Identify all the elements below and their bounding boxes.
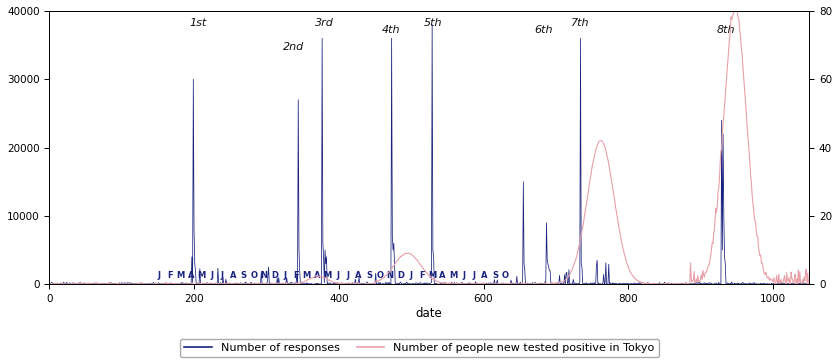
Text: A: A xyxy=(230,271,236,280)
Text: N: N xyxy=(261,271,268,280)
Number of people new tested positive in Tokyo xyxy=(731,4,741,8)
Text: J: J xyxy=(336,271,339,280)
Text: F: F xyxy=(419,271,425,280)
Text: N: N xyxy=(387,271,393,280)
Text: 3rd: 3rd xyxy=(315,18,334,28)
Text: M: M xyxy=(302,271,310,280)
Text: A: A xyxy=(356,271,362,280)
Number of responses xyxy=(560,282,571,286)
Number of responses xyxy=(804,281,814,286)
Text: O: O xyxy=(502,271,509,280)
Legend: Number of responses, Number of people new tested positive in Tokyo: Number of responses, Number of people ne… xyxy=(180,339,659,358)
Text: M: M xyxy=(449,271,457,280)
Text: J: J xyxy=(221,271,224,280)
Text: S: S xyxy=(492,271,498,280)
Number of responses xyxy=(667,281,677,285)
Number of responses xyxy=(427,23,437,27)
Number of responses xyxy=(711,281,722,285)
Text: J: J xyxy=(409,271,413,280)
Number of people new tested positive in Tokyo xyxy=(523,282,533,286)
Text: 5th: 5th xyxy=(424,18,442,28)
Text: 1st: 1st xyxy=(189,18,206,28)
Number of responses xyxy=(524,282,534,286)
Text: 4th: 4th xyxy=(382,25,400,35)
Text: M: M xyxy=(428,271,436,280)
Number of responses xyxy=(44,281,55,285)
Text: J: J xyxy=(472,271,476,280)
Line: Number of people new tested positive in Tokyo: Number of people new tested positive in … xyxy=(50,6,809,284)
Text: A: A xyxy=(482,271,487,280)
Text: F: F xyxy=(293,271,299,280)
Number of people new tested positive in Tokyo xyxy=(491,282,501,286)
Number of people new tested positive in Tokyo xyxy=(804,282,814,286)
Number of responses xyxy=(499,282,509,286)
Number of people new tested positive in Tokyo xyxy=(181,282,191,286)
Text: O: O xyxy=(376,271,383,280)
Text: 7th: 7th xyxy=(571,18,589,28)
X-axis label: date: date xyxy=(416,307,443,320)
Text: M: M xyxy=(323,271,331,280)
Text: D: D xyxy=(397,271,404,280)
Text: M: M xyxy=(197,271,206,280)
Number of people new tested positive in Tokyo xyxy=(711,206,721,211)
Text: 6th: 6th xyxy=(534,25,553,35)
Text: 2nd: 2nd xyxy=(284,42,305,52)
Text: S: S xyxy=(240,271,247,280)
Number of people new tested positive in Tokyo xyxy=(560,278,570,283)
Line: Number of responses: Number of responses xyxy=(50,25,809,284)
Text: M: M xyxy=(176,271,185,280)
Text: J: J xyxy=(462,271,465,280)
Text: A: A xyxy=(188,271,194,280)
Text: J: J xyxy=(284,271,287,280)
Text: J: J xyxy=(158,271,161,280)
Number of people new tested positive in Tokyo xyxy=(666,282,676,286)
Number of responses xyxy=(181,281,191,285)
Text: A: A xyxy=(314,271,320,280)
Number of people new tested positive in Tokyo xyxy=(44,281,55,286)
Number of people new tested positive in Tokyo xyxy=(137,282,147,286)
Text: F: F xyxy=(167,271,173,280)
Text: S: S xyxy=(366,271,373,280)
Text: O: O xyxy=(250,271,258,280)
Text: D: D xyxy=(271,271,279,280)
Number of responses xyxy=(137,282,147,286)
Text: 8th: 8th xyxy=(717,25,735,35)
Text: A: A xyxy=(440,271,446,280)
Text: J: J xyxy=(347,271,350,280)
Text: J: J xyxy=(211,271,213,280)
